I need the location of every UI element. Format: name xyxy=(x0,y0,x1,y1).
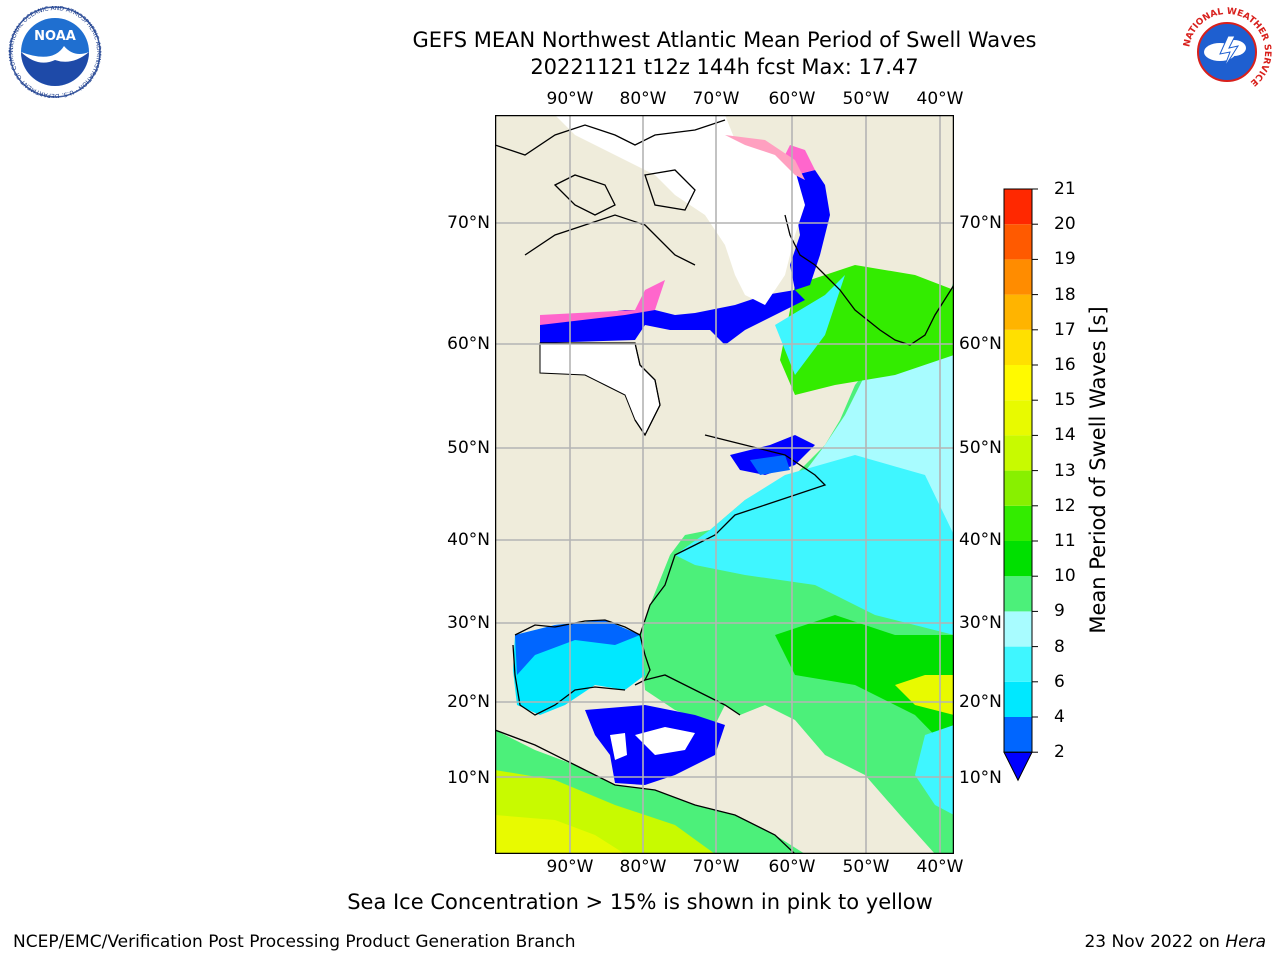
lon-label-bottom-70w: 70°W xyxy=(692,857,740,877)
colorbar-bin xyxy=(1004,224,1032,260)
colorbar-bin xyxy=(1004,505,1032,541)
lat-label-left-30n: 30°N xyxy=(447,613,490,633)
lon-label-top-40w: 40°W xyxy=(916,89,964,109)
lat-label-right-10n: 10°N xyxy=(959,768,1002,788)
sea-ice-caption: Sea Ice Concentration > 15% is shown in … xyxy=(347,890,933,914)
colorbar-tick-label: 2 xyxy=(1054,742,1065,763)
colorbar-tick-label: 15 xyxy=(1054,390,1076,411)
graticule xyxy=(495,115,954,854)
nws-logo: NATIONAL WEATHER SERVICE xyxy=(1182,7,1272,96)
colorbar-bin xyxy=(1004,470,1032,506)
colorbar-tick-label: 6 xyxy=(1054,671,1065,692)
colorbar-bin xyxy=(1004,646,1032,682)
colorbar-tick-label: 19 xyxy=(1054,249,1076,270)
map-title: GEFS MEAN Northwest Atlantic Mean Period… xyxy=(412,28,1037,52)
svg-text:NOAA: NOAA xyxy=(34,29,76,44)
colorbar-bin xyxy=(1004,681,1032,717)
lat-label-right-60n: 60°N xyxy=(959,334,1002,354)
lat-label-right-40n: 40°N xyxy=(959,530,1002,550)
colorbar-tick-label: 17 xyxy=(1054,319,1076,340)
lat-label-left-60n: 60°N xyxy=(447,334,490,354)
lat-label-left-40n: 40°N xyxy=(447,530,490,550)
colorbar-bin xyxy=(1004,611,1032,647)
colorbar-tick-label: 8 xyxy=(1054,636,1065,657)
lon-label-top-90w: 90°W xyxy=(546,89,594,109)
lat-label-right-50n: 50°N xyxy=(959,438,1002,458)
colorbar-tick-label: 10 xyxy=(1054,566,1076,587)
lon-label-bottom-50w: 50°W xyxy=(842,857,890,877)
lat-label-left-20n: 20°N xyxy=(447,692,490,712)
colorbar-tick-label: 11 xyxy=(1054,531,1076,551)
noaa-logo: NATIONAL OCEANIC AND ATMOSPHERIC ADMINIS… xyxy=(6,6,102,98)
date-text: 23 Nov 2022 on xyxy=(1084,932,1226,952)
colorbar-bin xyxy=(1004,400,1032,436)
colorbar-bin xyxy=(1004,541,1032,577)
lat-label-right-70n: 70°N xyxy=(959,213,1002,233)
coastlines xyxy=(495,119,954,854)
lat-label-right-20n: 20°N xyxy=(959,692,1002,712)
lat-label-left-10n: 10°N xyxy=(447,768,490,788)
colorbar-bin xyxy=(1004,189,1032,225)
colorbar-bin xyxy=(1004,329,1032,365)
colorbar-bin xyxy=(1004,294,1032,330)
producer-credit: NCEP/EMC/Verification Post Processing Pr… xyxy=(13,932,576,952)
system-name: Hera xyxy=(1225,932,1266,952)
lat-label-left-70n: 70°N xyxy=(447,213,490,233)
lat-label-left-50n: 50°N xyxy=(447,438,490,458)
colorbar-bin xyxy=(1004,717,1032,753)
lat-label-right-30n: 30°N xyxy=(959,613,1002,633)
colorbar-tick-label: 4 xyxy=(1054,707,1065,727)
lon-label-bottom-40w: 40°W xyxy=(916,857,964,877)
colorbar-tick-label: 9 xyxy=(1054,601,1065,622)
colorbar-tick-label: 20 xyxy=(1054,214,1076,235)
generation-date: 23 Nov 2022 on Hera xyxy=(1084,932,1266,952)
colorbar-underflow-triangle xyxy=(1003,751,1033,782)
ocean-field xyxy=(495,115,954,854)
colorbar-label: Mean Period of Swell Waves [s] xyxy=(1086,306,1110,634)
lon-label-bottom-80w: 80°W xyxy=(619,857,667,877)
colorbar-bin xyxy=(1004,365,1032,401)
colorbar-tick-label: 16 xyxy=(1054,355,1076,375)
map-frame xyxy=(495,115,954,854)
colorbar-tick-label: 12 xyxy=(1054,495,1076,516)
lon-label-top-70w: 70°W xyxy=(692,89,740,109)
colorbar xyxy=(1003,188,1038,782)
lon-label-top-50w: 50°W xyxy=(842,89,890,109)
lon-label-top-60w: 60°W xyxy=(768,89,816,109)
lon-label-bottom-90w: 90°W xyxy=(546,857,594,877)
colorbar-tick-label: 14 xyxy=(1054,425,1076,446)
colorbar-bin xyxy=(1004,576,1032,612)
colorbar-tick-label: 21 xyxy=(1054,179,1076,199)
lon-label-bottom-60w: 60°W xyxy=(768,857,816,877)
lon-label-top-80w: 80°W xyxy=(619,89,667,109)
colorbar-tick-label: 18 xyxy=(1054,284,1076,305)
colorbar-tick-label: 13 xyxy=(1054,460,1076,481)
colorbar-bin xyxy=(1004,259,1032,295)
colorbar-bin xyxy=(1004,435,1032,471)
swell-period-map xyxy=(495,115,954,854)
map-subtitle: 20221121 t12z 144h fcst Max: 17.47 xyxy=(530,55,919,79)
